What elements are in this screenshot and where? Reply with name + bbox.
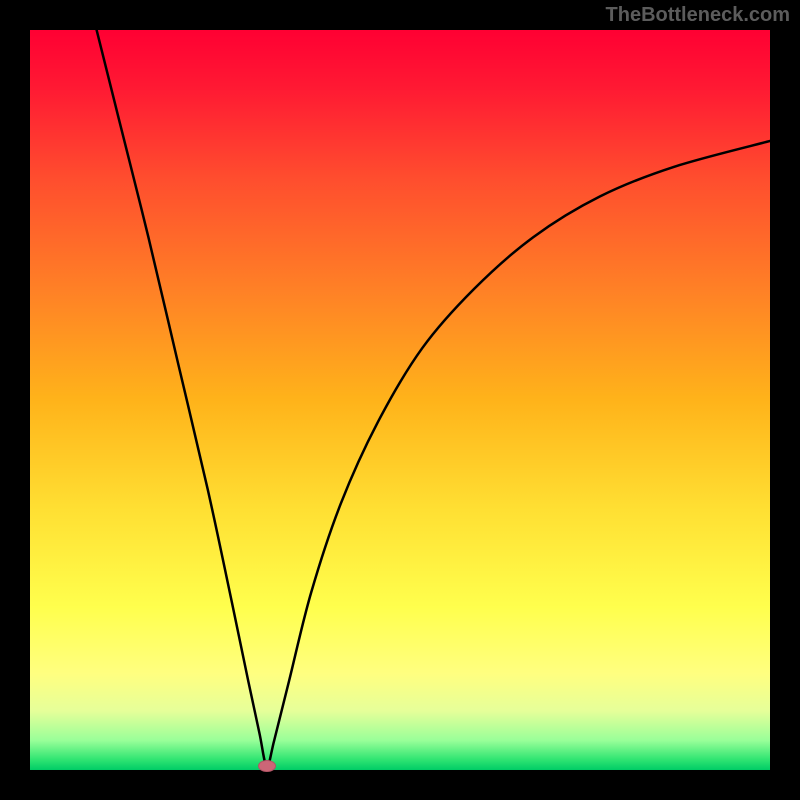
bottleneck-curve (30, 30, 770, 770)
watermark-text: TheBottleneck.com (606, 4, 790, 27)
plot-area (30, 30, 770, 770)
vertex-marker (258, 760, 276, 772)
chart-frame: TheBottleneck.com (0, 0, 800, 800)
